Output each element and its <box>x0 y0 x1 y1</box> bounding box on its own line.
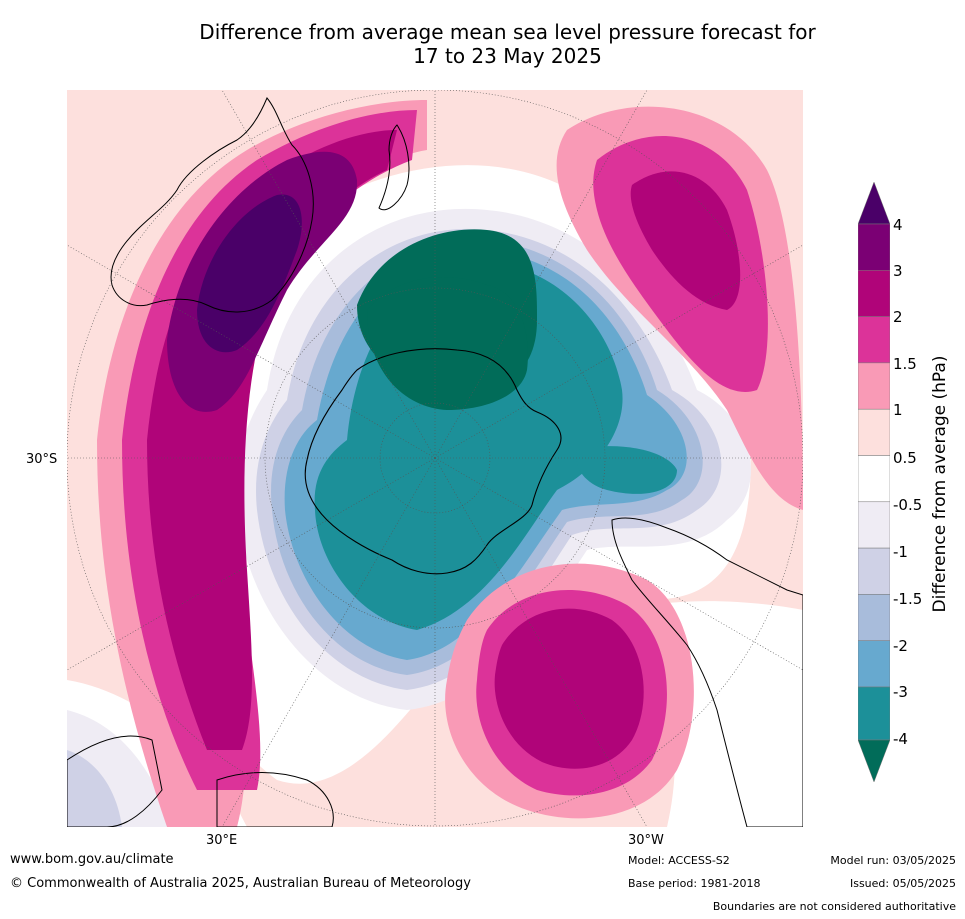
cb-2-3 <box>858 270 890 317</box>
cb-1-1.5 <box>858 362 890 410</box>
cb-tick-n0.5: -0.5 <box>893 496 923 514</box>
cb-tick-0.5: 0.5 <box>893 449 917 467</box>
graticule-line-7 <box>221 90 436 459</box>
cb-tick-4: 4 <box>893 216 903 234</box>
south-america-coast <box>611 517 803 827</box>
africa-coast <box>67 735 163 827</box>
high-ne-core <box>630 171 741 310</box>
cb-n2-n1.5 <box>858 594 890 641</box>
low-core-2 <box>367 277 528 410</box>
cb-n1.5-n1 <box>858 547 890 595</box>
lon-label-30e: 30°E <box>206 833 238 848</box>
footer-model: Model: ACCESS-S2 <box>628 854 730 867</box>
antarctica-coast <box>304 348 562 575</box>
graticule-line-5 <box>67 244 436 459</box>
footer-issued: Issued: 05/05/2025 <box>849 877 956 890</box>
footer-website[interactable]: www.bom.gov.au/climate <box>10 852 174 867</box>
footer-disclaimer: Boundaries are not considered authoritat… <box>712 900 956 913</box>
cb-0.5-1 <box>858 408 890 456</box>
cb-tick-n1.5: -1.5 <box>893 590 923 608</box>
cb-1.5-2 <box>858 316 890 364</box>
cb-tick-1: 1 <box>893 401 903 419</box>
lon-label-30w: 30°W <box>628 833 664 848</box>
cb-tick-n2: -2 <box>893 637 908 655</box>
cb-n3-n2 <box>858 640 890 688</box>
graticule-line-10 <box>434 244 803 459</box>
cb-n1-n0.5 <box>858 501 890 549</box>
cb-tick-n3: -3 <box>893 683 908 701</box>
cb-n0.5-0.5 <box>858 455 890 503</box>
cb-tick-2: 2 <box>893 308 903 326</box>
graticule-line-11 <box>221 457 436 827</box>
footer-model-run: Model run: 03/05/2025 <box>830 854 956 867</box>
footer-base-period: Base period: 1981-2018 <box>628 877 761 890</box>
cb-n4-n3 <box>858 686 890 741</box>
chart-title: Difference from average mean sea level p… <box>0 20 965 68</box>
cb-lt-n4 <box>858 739 890 782</box>
map-svg <box>67 90 803 827</box>
high-se-core <box>494 608 644 769</box>
colorbar-title: Difference from average (hPa) <box>930 355 950 613</box>
colorbar <box>858 182 890 782</box>
cb-tick-n4: -4 <box>893 730 908 748</box>
neg-sw-2 <box>67 750 122 827</box>
cb-tick-n1: -1 <box>893 543 908 561</box>
cb-3-4 <box>858 223 890 271</box>
new-zealand-coast <box>378 124 410 211</box>
cb-tick-1.5: 1.5 <box>893 355 917 373</box>
title-line-2: 17 to 23 May 2025 <box>413 44 602 68</box>
footer-copyright: © Commonwealth of Australia 2025, Austra… <box>10 876 471 891</box>
cb-tick-3: 3 <box>893 262 903 280</box>
australia-coast <box>110 97 314 313</box>
pressure-anomaly-map <box>67 90 803 827</box>
title-line-1: Difference from average mean sea level p… <box>199 20 816 44</box>
high-west-core <box>197 194 302 353</box>
graticule <box>67 90 803 827</box>
cb-gt4 <box>858 182 890 225</box>
madagascar-area-coast <box>216 772 334 827</box>
lat-label-30s: 30°S <box>26 452 58 467</box>
graticule-circle-2 <box>264 287 606 629</box>
graticule-line-8 <box>434 457 648 827</box>
